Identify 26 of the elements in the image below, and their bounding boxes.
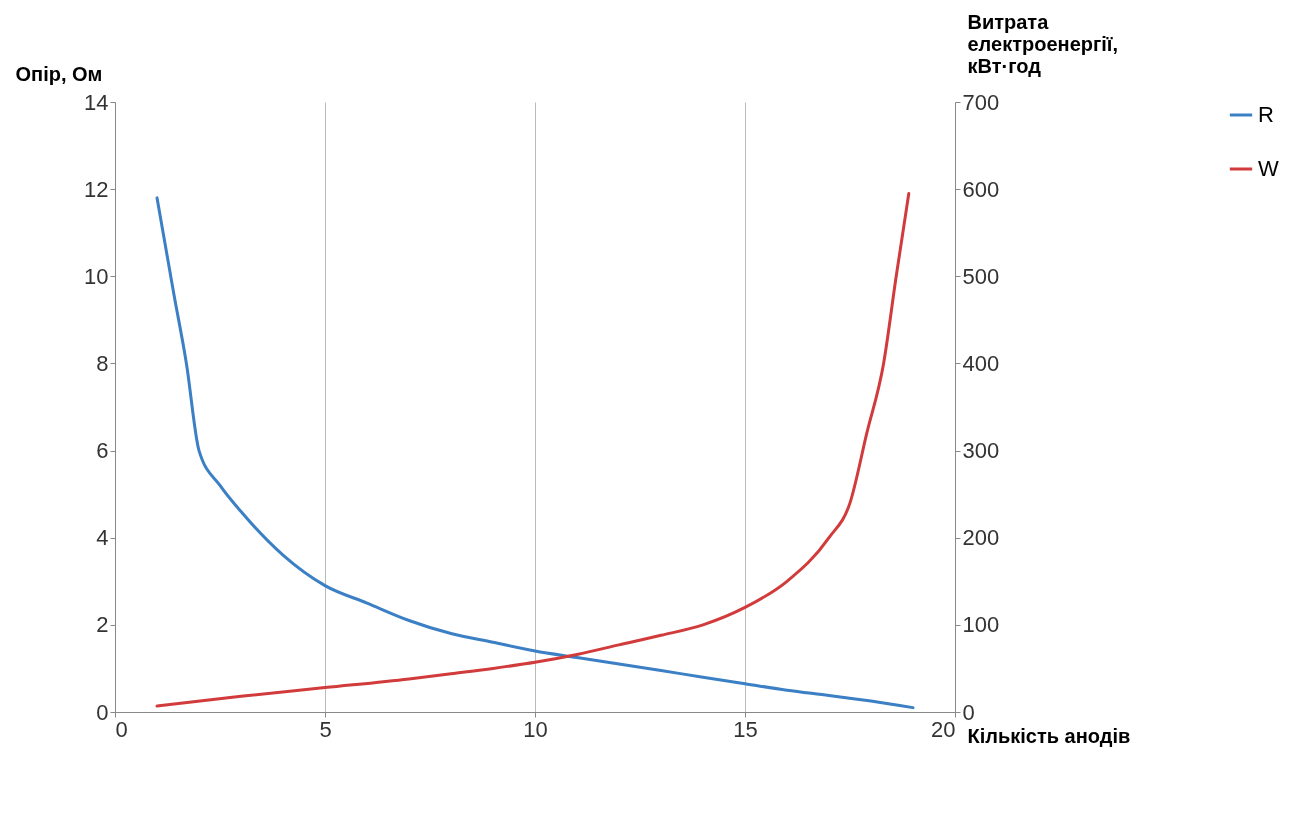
- x-axis-title: Кількість анодів: [967, 724, 1131, 747]
- y-tick-label: 10: [84, 263, 109, 289]
- y-tick-label: 4: [96, 525, 109, 551]
- y-tick-label: 0: [96, 699, 109, 725]
- x-tick-label: 20: [931, 716, 956, 742]
- x-tick-label: 15: [733, 716, 758, 742]
- y-axis-title: Опір, Ом: [15, 62, 103, 85]
- y2-tick-label: 300: [962, 438, 1000, 464]
- y2-tick-label: 200: [962, 525, 1000, 551]
- y-tick-label: 12: [84, 176, 109, 202]
- y2-tick-label: 600: [962, 176, 1000, 202]
- y2-tick-label: 700: [962, 89, 1000, 115]
- y2-tick-label: 400: [962, 350, 1000, 376]
- y-tick-label: 8: [96, 350, 109, 376]
- y-tick-label: 14: [84, 89, 109, 115]
- y2-axis-title: Витрата електроенергії, кВт·год: [967, 10, 1119, 77]
- y2-tick-label: 0: [962, 699, 975, 725]
- y2-tick-label: 500: [962, 263, 1000, 289]
- legend-label: R: [1258, 102, 1274, 127]
- y-tick-label: 6: [96, 438, 109, 464]
- y2-tick-label: 100: [962, 612, 1000, 638]
- y-tick-label: 2: [96, 612, 109, 638]
- x-tick-label: 0: [115, 716, 128, 742]
- x-tick-label: 5: [319, 716, 332, 742]
- x-tick-label: 10: [523, 716, 548, 742]
- legend-label: W: [1258, 156, 1279, 181]
